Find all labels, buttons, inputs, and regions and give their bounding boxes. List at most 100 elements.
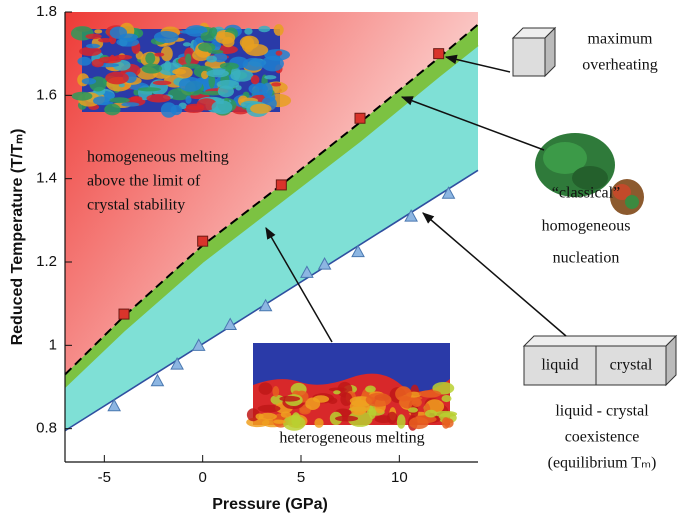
y-axis-label: Reduced Temperature (T/Tₘ) bbox=[9, 129, 26, 346]
inset-blob bbox=[314, 418, 323, 428]
inset-blob bbox=[79, 47, 101, 56]
inset-blob bbox=[208, 50, 223, 54]
inset-blob bbox=[145, 53, 155, 65]
y-tick-label: 1.8 bbox=[36, 3, 57, 20]
annotation: crystal bbox=[610, 357, 653, 374]
inset-blob bbox=[138, 87, 161, 91]
inset-blob bbox=[153, 81, 172, 86]
inset-blob bbox=[206, 56, 217, 63]
square-marker bbox=[276, 180, 286, 190]
y-tick-label: 1.6 bbox=[36, 86, 57, 103]
inset-blob bbox=[77, 57, 91, 66]
inset-blob bbox=[274, 24, 284, 36]
inset-blob bbox=[333, 390, 341, 394]
annotation: homogeneous bbox=[542, 218, 631, 235]
inset-blob bbox=[258, 405, 281, 413]
inset-blob bbox=[434, 411, 457, 417]
inset-blob bbox=[212, 100, 233, 114]
annotation: overheating bbox=[582, 57, 658, 74]
inset-blob bbox=[72, 92, 93, 101]
inset-blob bbox=[387, 412, 398, 424]
inset-blob bbox=[251, 75, 260, 84]
inset-blob bbox=[442, 417, 450, 428]
inset-blob bbox=[171, 105, 183, 115]
inset-blob bbox=[409, 417, 429, 429]
inset-blob bbox=[328, 398, 337, 404]
simulation-inset bbox=[71, 23, 291, 118]
inset-blob bbox=[82, 78, 96, 85]
inset-blob bbox=[220, 62, 239, 69]
triangle-marker bbox=[151, 375, 163, 386]
x-tick-label: -5 bbox=[98, 469, 111, 486]
inset-blob bbox=[116, 38, 139, 47]
inset-blob bbox=[85, 34, 101, 39]
inset-blob bbox=[183, 42, 191, 46]
nucleus-icon bbox=[535, 133, 644, 215]
annotation: liquid bbox=[541, 357, 578, 374]
inset-blob bbox=[262, 56, 284, 71]
y-tick-label: 1 bbox=[49, 336, 57, 353]
square-marker bbox=[198, 236, 208, 246]
inset-blob bbox=[142, 64, 162, 74]
inset-blob bbox=[291, 412, 300, 427]
inset-blob bbox=[98, 38, 112, 43]
annotation: heterogeneous melting bbox=[279, 430, 424, 447]
inset-blob bbox=[218, 86, 234, 98]
inset-blob bbox=[179, 30, 204, 34]
inset-blob bbox=[335, 416, 358, 422]
inset-blob bbox=[264, 75, 276, 79]
square-marker bbox=[434, 49, 444, 59]
inset-blob bbox=[93, 96, 110, 105]
inset-blob bbox=[179, 77, 202, 92]
inset-blob bbox=[272, 386, 279, 397]
inset-blob bbox=[110, 27, 127, 39]
chart: -505100.811.21.41.61.8 homogeneous melti… bbox=[0, 0, 682, 519]
inset-blob bbox=[276, 51, 283, 56]
annotation: above the limit of bbox=[87, 173, 201, 190]
annotation: homogeneous melting bbox=[87, 149, 229, 166]
inset-blob bbox=[412, 398, 422, 407]
inset-blob bbox=[259, 382, 273, 394]
inset-blob bbox=[154, 53, 164, 57]
inset-blob bbox=[130, 96, 142, 101]
inset-blob bbox=[109, 97, 129, 103]
inset-blob bbox=[441, 395, 451, 402]
y-tick-label: 0.8 bbox=[36, 420, 57, 437]
inset-blob bbox=[259, 413, 277, 420]
annotation: crystal stability bbox=[87, 197, 185, 214]
square-marker bbox=[119, 309, 129, 319]
inset-blob bbox=[408, 407, 418, 412]
inset-blob bbox=[210, 27, 217, 36]
x-tick-label: 10 bbox=[391, 469, 408, 486]
inset-blob bbox=[185, 54, 191, 65]
inset-blob bbox=[94, 29, 102, 33]
inset-blob bbox=[281, 411, 291, 417]
simulation-inset bbox=[246, 343, 457, 431]
inset-blob bbox=[175, 67, 193, 79]
annotation: liquid - crystal bbox=[555, 403, 649, 420]
inset-blob bbox=[230, 70, 253, 82]
inset-blob bbox=[185, 96, 191, 104]
square-marker bbox=[355, 113, 365, 123]
inset-blob bbox=[425, 410, 437, 418]
inset-blob bbox=[250, 104, 271, 114]
y-tick-label: 1.4 bbox=[36, 170, 57, 187]
inset-blob bbox=[244, 28, 252, 35]
inset-blob bbox=[86, 44, 100, 49]
inset-blob bbox=[395, 386, 412, 401]
inset-blob bbox=[258, 26, 270, 33]
x-tick-label: 0 bbox=[198, 469, 206, 486]
inset-blob bbox=[154, 31, 179, 43]
inset-blob bbox=[299, 408, 310, 415]
inset-blob bbox=[262, 83, 273, 99]
inset-blob bbox=[98, 57, 121, 64]
inset-blob bbox=[279, 396, 300, 402]
annotation: nucleation bbox=[553, 250, 620, 267]
inset-blob bbox=[271, 82, 281, 86]
inset-blob bbox=[419, 390, 441, 398]
x-tick-label: 5 bbox=[297, 469, 305, 486]
inset-blob bbox=[146, 94, 170, 102]
x-axis-label: Pressure (GPa) bbox=[212, 496, 328, 513]
annotation: (equilibrium Tₘ) bbox=[548, 455, 657, 472]
inset-blob bbox=[104, 104, 120, 116]
